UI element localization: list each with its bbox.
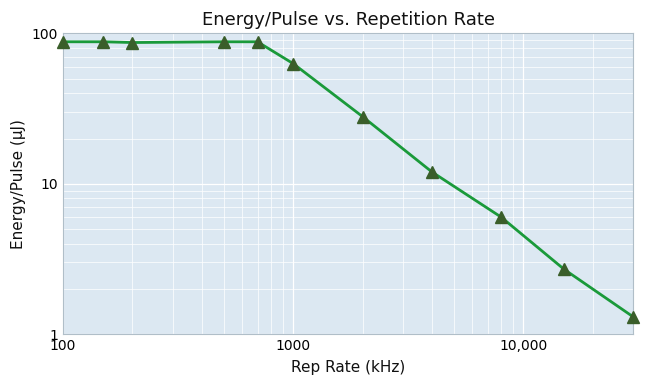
X-axis label: Rep Rate (kHz): Rep Rate (kHz) xyxy=(291,360,405,375)
Title: Energy/Pulse vs. Repetition Rate: Energy/Pulse vs. Repetition Rate xyxy=(202,11,495,29)
Y-axis label: Energy/Pulse (μJ): Energy/Pulse (μJ) xyxy=(11,119,26,249)
